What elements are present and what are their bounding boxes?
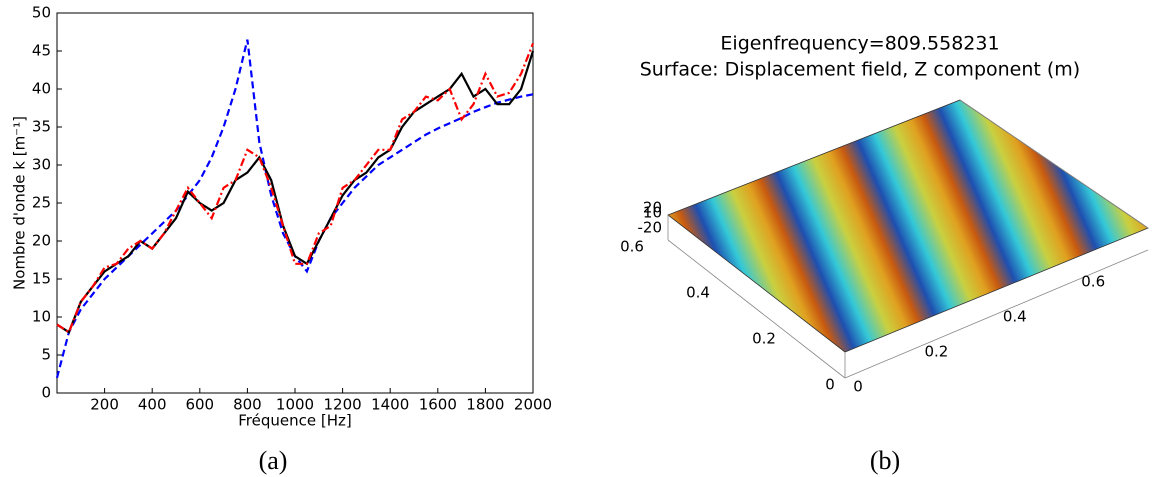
series-line bbox=[56, 50, 535, 334]
y-tick-label: 0 bbox=[41, 384, 51, 402]
caption: (b) bbox=[870, 446, 900, 475]
y-tick-label: 10 bbox=[32, 308, 51, 326]
y-tick-label: 0.6 bbox=[620, 238, 644, 256]
x-tick-label: 1800 bbox=[466, 396, 504, 414]
x-tick-label: 1600 bbox=[419, 396, 457, 414]
plot-area bbox=[56, 12, 534, 394]
y-tick-label: 25 bbox=[32, 194, 51, 212]
z-tick-label: 20 bbox=[643, 199, 662, 217]
y-tick-label: 45 bbox=[32, 42, 51, 60]
y-tick-label: 35 bbox=[32, 118, 51, 136]
x-tick-label: 1200 bbox=[324, 396, 362, 414]
z-tick-label: 10 bbox=[643, 204, 662, 222]
surface-decor bbox=[667, 99, 1149, 379]
z-tick-label: -20 bbox=[638, 219, 663, 237]
x-tick-label: 1400 bbox=[371, 396, 409, 414]
x-tick-label: 200 bbox=[90, 396, 119, 414]
y-tick-label: 40 bbox=[32, 80, 51, 98]
y-tick-label: 5 bbox=[41, 346, 51, 364]
y-tick-label: 15 bbox=[32, 270, 51, 288]
x-tick-label: 1000 bbox=[276, 396, 314, 414]
chart-subtitle: Surface: Displacement field, Z component… bbox=[640, 59, 1080, 81]
x-tick-label: 600 bbox=[185, 396, 214, 414]
y-tick-label: 50 bbox=[32, 4, 51, 22]
x-tick-label: 0 bbox=[853, 378, 863, 396]
y-tick-label: 0 bbox=[825, 376, 835, 394]
y-tick-label: 0.4 bbox=[686, 284, 710, 302]
y-tick-label: 20 bbox=[32, 232, 51, 250]
x-tick-label: 0.6 bbox=[1081, 273, 1105, 291]
x-tick-label: 800 bbox=[233, 396, 262, 414]
x-tick-label: 400 bbox=[138, 396, 167, 414]
x-tick-label: 0.4 bbox=[1003, 308, 1027, 326]
series-line bbox=[56, 42, 535, 334]
y-tick-label: 30 bbox=[32, 156, 51, 174]
y-axis-label: Nombre d'onde k [m⁻¹] bbox=[11, 116, 29, 290]
series-line bbox=[55, 39, 534, 379]
x-tick-label: 2000 bbox=[514, 396, 552, 414]
y-tick-label: 0.2 bbox=[752, 330, 776, 348]
caption: (a) bbox=[259, 446, 288, 475]
x-axis-label: Fréquence [Hz] bbox=[238, 412, 351, 430]
chart-title: Eigenfrequency=809.558231 bbox=[720, 33, 999, 55]
x-tick-label: 0.2 bbox=[924, 343, 948, 361]
